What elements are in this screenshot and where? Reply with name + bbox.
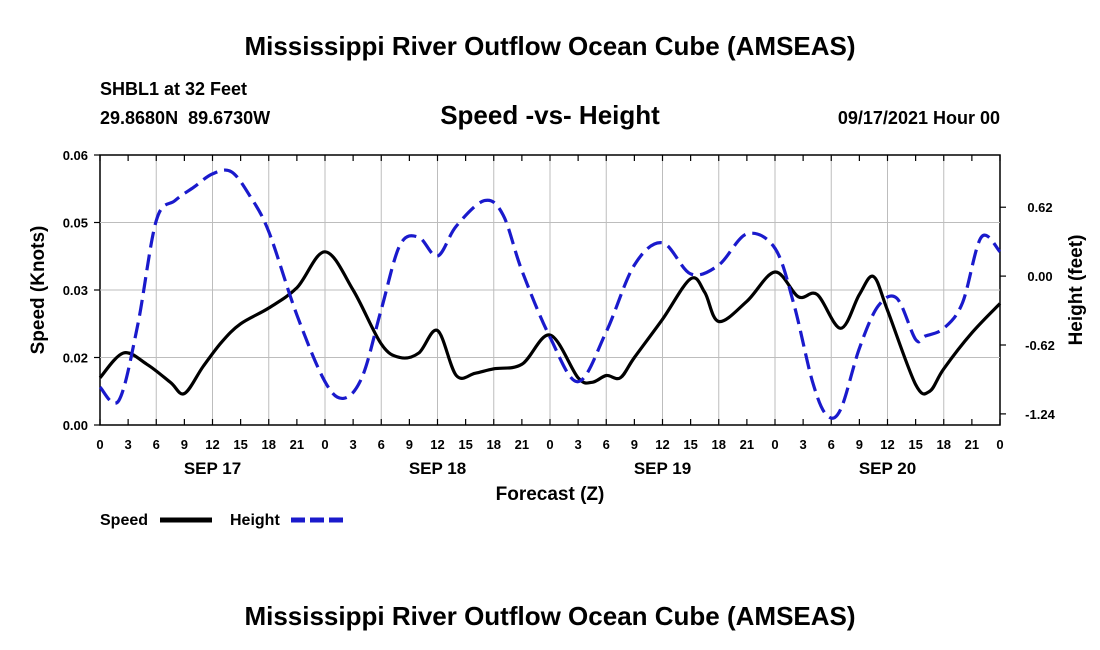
series-group — [98, 168, 1002, 420]
x-tick-label: 18 — [937, 437, 951, 452]
footer-title: Mississippi River Outflow Ocean Cube (AM… — [244, 601, 855, 631]
x-tick-label: 3 — [575, 437, 582, 452]
x-tick-label: 9 — [181, 437, 188, 452]
date-label: SEP 20 — [859, 459, 916, 478]
y2-tick-label: -1.24 — [1025, 407, 1055, 422]
y-tick-label: 0.00 — [63, 418, 88, 433]
x-tick-label: 3 — [800, 437, 807, 452]
legend-speed-label: Speed — [100, 512, 148, 529]
date-label: SEP 17 — [184, 459, 241, 478]
x-tick-label: 12 — [430, 437, 444, 452]
x-tick-label: 6 — [603, 437, 610, 452]
x-tick-label: 0 — [546, 437, 553, 452]
x-tick-label: 18 — [487, 437, 501, 452]
x-tick-label: 21 — [515, 437, 529, 452]
x-axis-label: Forecast (Z) — [496, 484, 605, 505]
x-tick-label: 12 — [205, 437, 219, 452]
legend-height-label: Height — [230, 512, 280, 529]
height-series-line — [98, 168, 1002, 420]
x-tick-label: 6 — [378, 437, 385, 452]
x-tick-label: 21 — [290, 437, 304, 452]
x-tick-label: 15 — [458, 437, 472, 452]
date-label: SEP 18 — [409, 459, 466, 478]
x-tick-label: 12 — [655, 437, 669, 452]
y-tick-label: 0.03 — [63, 283, 88, 298]
x-tick-label: 9 — [631, 437, 638, 452]
y-tick-label: 0.06 — [63, 148, 88, 163]
x-tick-label: 6 — [828, 437, 835, 452]
x-tick-label: 21 — [965, 437, 979, 452]
x-tick-label: 0 — [96, 437, 103, 452]
x-tick-label: 9 — [856, 437, 863, 452]
x-tick-label: 0 — [321, 437, 328, 452]
y-tick-label: 0.05 — [63, 216, 88, 231]
x-tick-label: 12 — [880, 437, 894, 452]
y-axis-right: 0.62 0.00 -0.62 -1.24 — [1000, 200, 1056, 422]
legend: Speed Height — [100, 512, 343, 529]
speed-series-line — [98, 250, 1002, 396]
chart-subtitle: Speed -vs- Height — [440, 100, 660, 130]
forecast-date-label: 09/17/2021 Hour 00 — [838, 108, 1000, 128]
y2-tick-label: -0.62 — [1025, 338, 1055, 353]
y-axis-left: 0.00 0.02 0.03 0.05 0.06 — [63, 148, 100, 433]
x-tick-label: 18 — [262, 437, 276, 452]
x-tick-label: 18 — [712, 437, 726, 452]
coordinates-label: 29.8680N 89.6730W — [100, 108, 270, 128]
x-tick-label: 15 — [233, 437, 247, 452]
x-tick-label: 15 — [908, 437, 922, 452]
x-tick-label: 0 — [996, 437, 1003, 452]
x-tick-label: 0 — [771, 437, 778, 452]
date-label: SEP 19 — [634, 459, 691, 478]
y2-axis-label: Height (feet) — [1066, 235, 1087, 346]
grid — [100, 155, 1000, 425]
y2-tick-label: 0.62 — [1027, 200, 1052, 215]
station-label: SHBL1 at 32 Feet — [100, 79, 247, 99]
x-tick-label: 3 — [125, 437, 132, 452]
x-tick-label: 9 — [406, 437, 413, 452]
y-tick-label: 0.02 — [63, 351, 88, 366]
x-tick-label: 3 — [350, 437, 357, 452]
x-tick-label: 6 — [153, 437, 160, 452]
x-axis: 0 3 6 9 12 15 18 21 0 3 6 9 12 15 18 21 0 3 6 9 12 15 18 21 0 3 6 9… — [96, 155, 1004, 478]
y-axis-label: Speed (Knots) — [28, 226, 49, 355]
x-tick-label: 15 — [683, 437, 697, 452]
chart-title: Mississippi River Outflow Ocean Cube (AM… — [244, 31, 855, 61]
x-tick-label: 21 — [740, 437, 754, 452]
y2-tick-label: 0.00 — [1027, 269, 1052, 284]
